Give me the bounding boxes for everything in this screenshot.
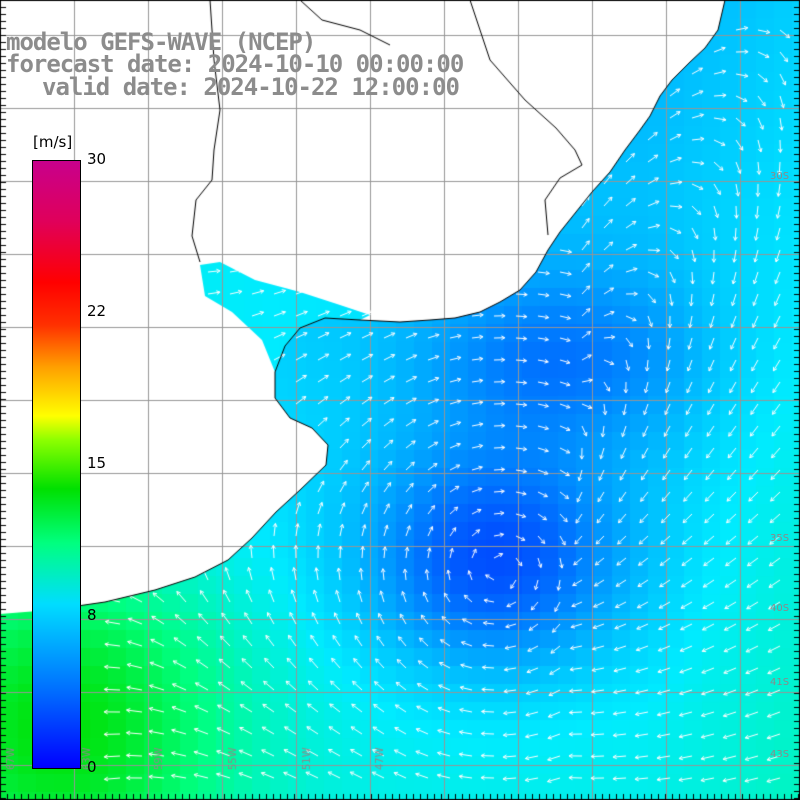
forecast-date: forecast date: 2024-10-10 00:00:00 — [6, 50, 464, 78]
lat-label: 41S — [770, 677, 790, 688]
colorbar-tick-22: 22 — [87, 302, 107, 320]
colorbar-tick-8: 8 — [87, 606, 97, 624]
lat-label: 35S — [770, 533, 790, 544]
colorbar-tick-15: 15 — [87, 454, 107, 472]
model-title: modelo GEFS-WAVE (NCEP) — [6, 28, 316, 56]
valid-date: valid date: 2024-10-22 12:00:00 — [42, 73, 460, 101]
lat-label: 30S — [770, 171, 790, 182]
colorbar-tick-30: 30 — [87, 150, 107, 168]
colorbar-unit: [m/s] — [33, 133, 73, 151]
lat-label: 43S — [770, 749, 790, 760]
colorbar — [32, 160, 81, 769]
colorbar-tick-0: 0 — [87, 758, 97, 776]
lat-label: 40S — [770, 603, 790, 614]
